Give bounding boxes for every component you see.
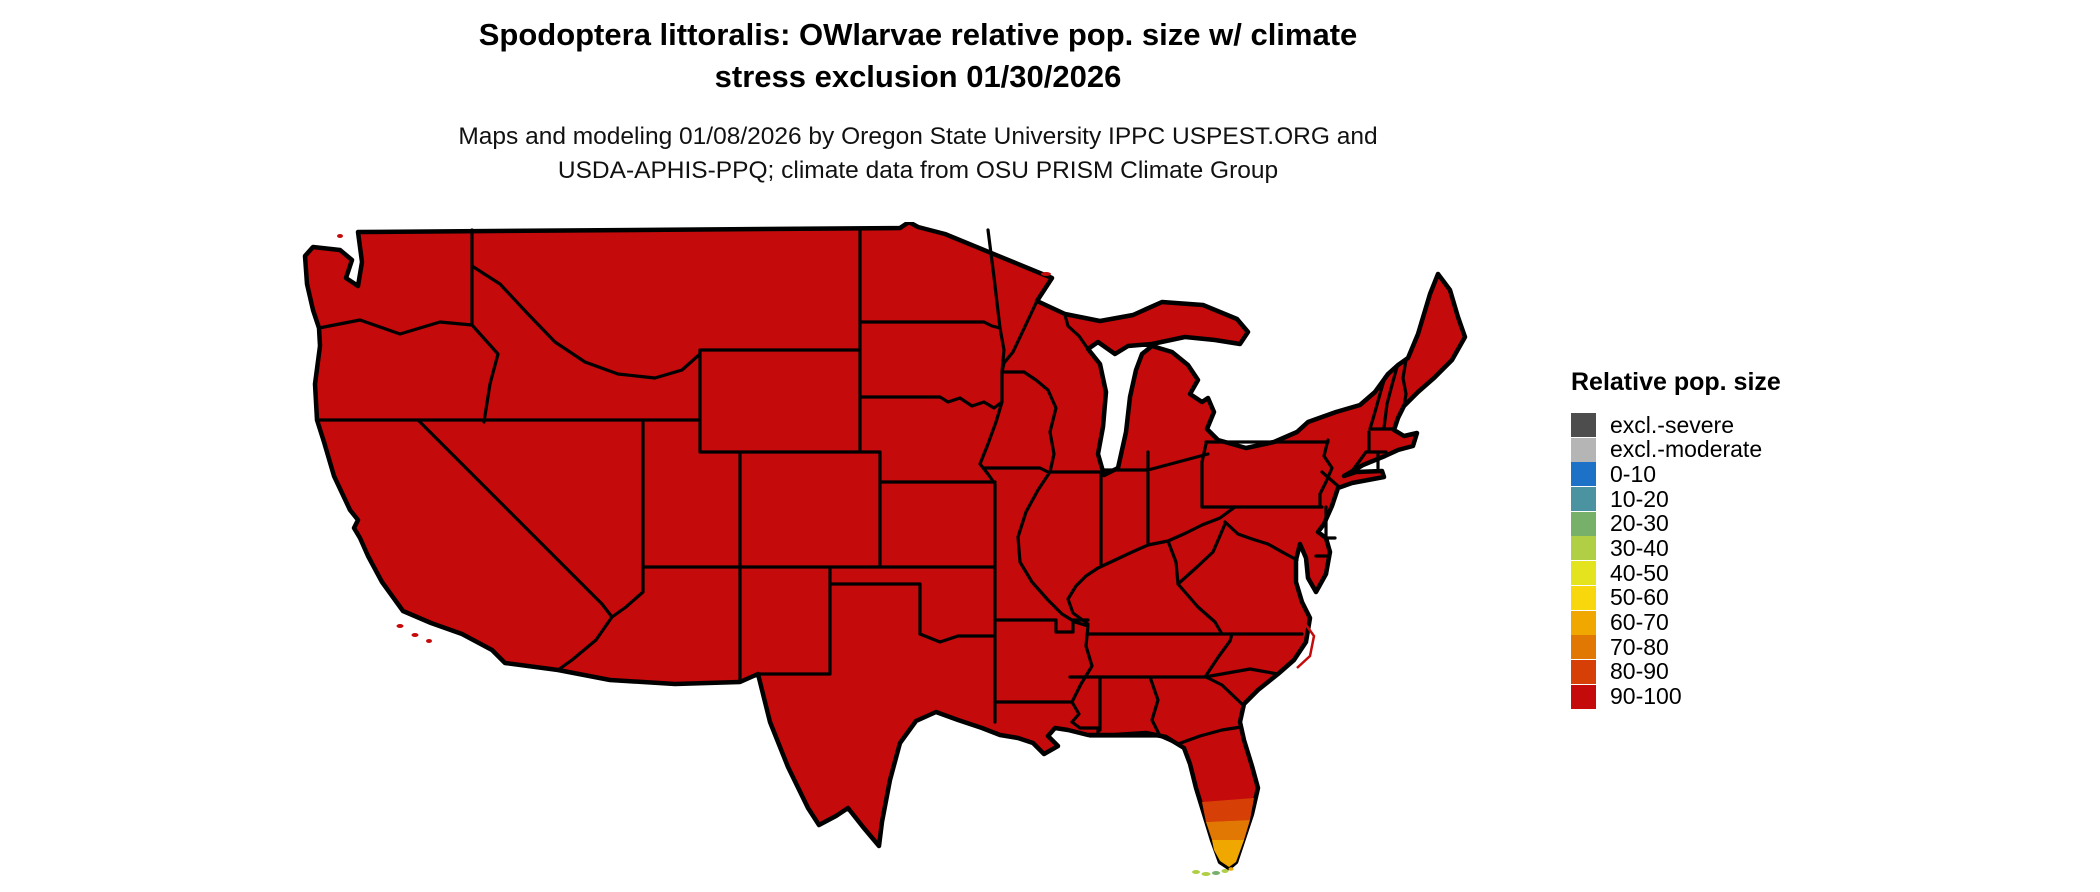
legend-item-label: 80-90 [1610,658,1669,685]
figure-header: Spodoptera littoralis: OWlarvae relative… [0,14,1836,188]
map-legend: Relative pop. size excl.-severe excl.-mod… [1571,368,1781,709]
legend-color-swatch [1571,462,1596,487]
florida-band-70-80 [1206,820,1250,840]
san-juan-islands [337,234,343,238]
legend-item: 80-90 [1571,658,1781,685]
legend-item: 70-80 [1571,633,1781,660]
map-title-line2: stress exclusion 01/30/2026 [714,59,1122,94]
legend-item: excl.-severe [1571,411,1781,438]
legend-item-label: 50-60 [1610,584,1669,611]
legend-item-label: excl.-severe [1610,411,1734,438]
us-choropleth-map [300,219,1530,882]
legend-item-label: 30-40 [1610,534,1669,561]
legend-color-swatch [1571,413,1596,437]
legend-color-swatch [1571,659,1596,684]
key-islet [1192,870,1200,874]
legend-title: Relative pop. size [1571,368,1781,396]
legend-color-swatch [1571,610,1596,635]
legend-color-swatch [1571,536,1596,561]
legend-item-label: 90-100 [1610,683,1682,710]
key-islet [1221,869,1229,873]
isle-royale [1041,272,1051,276]
legend-color-swatch [1571,511,1596,536]
florida-keys [1192,867,1234,876]
legend-color-swatch [1571,487,1596,512]
channel-island [411,633,419,637]
legend-item: 90-100 [1571,683,1781,710]
legend-item: excl.-moderate [1571,436,1781,463]
legend-item: 60-70 [1571,609,1781,635]
legend-color-swatch [1571,635,1596,660]
legend-item: 40-50 [1571,559,1781,586]
legend-item: 30-40 [1571,534,1781,561]
us-landmass [302,219,1468,871]
channel-island [396,624,404,628]
map-subtitle-line1: Maps and modeling 01/08/2026 by Oregon S… [458,123,1378,150]
florida-band-80-90 [1202,798,1254,822]
lake-michigan-island [1155,328,1161,332]
legend-rows: excl.-severe excl.-moderate 0-10 10-20 20-30… [1571,411,1781,710]
legend-item: 10-20 [1571,485,1781,512]
legend-color-swatch [1571,585,1596,610]
legend-item: 20-30 [1571,510,1781,537]
key-islet [1228,867,1234,871]
legend-item-label: 40-50 [1610,559,1669,586]
map-subtitle-line2: USDA-APHIS-PPQ; climate data from OSU PR… [557,157,1279,184]
florida-band-60-70 [1212,840,1244,867]
legend-item-label: excl.-moderate [1610,436,1763,463]
key-islet [1212,871,1220,875]
key-islet [1201,872,1211,876]
outer-banks [1296,621,1316,669]
state-borders [315,226,1408,746]
legend-color-swatch [1571,684,1596,709]
legend-item-label: 20-30 [1610,510,1669,537]
legend-item-label: 70-80 [1610,633,1669,660]
offshore-islands [337,234,1316,669]
legend-item-label: 10-20 [1610,485,1669,512]
map-title-line1: Spodoptera littoralis: OWlarvae relative… [478,17,1358,52]
legend-color-swatch [1571,561,1596,586]
figure-subtitle: Maps and modeling 01/08/2026 by Oregon S… [0,120,1836,188]
legend-item: 50-60 [1571,584,1781,611]
legend-item: 0-10 [1571,460,1781,487]
legend-item-label: 60-70 [1610,609,1669,635]
channel-island [426,639,432,643]
legend-color-swatch [1571,437,1596,462]
legend-item-label: 0-10 [1610,460,1657,487]
us-map-svg [302,219,1468,876]
